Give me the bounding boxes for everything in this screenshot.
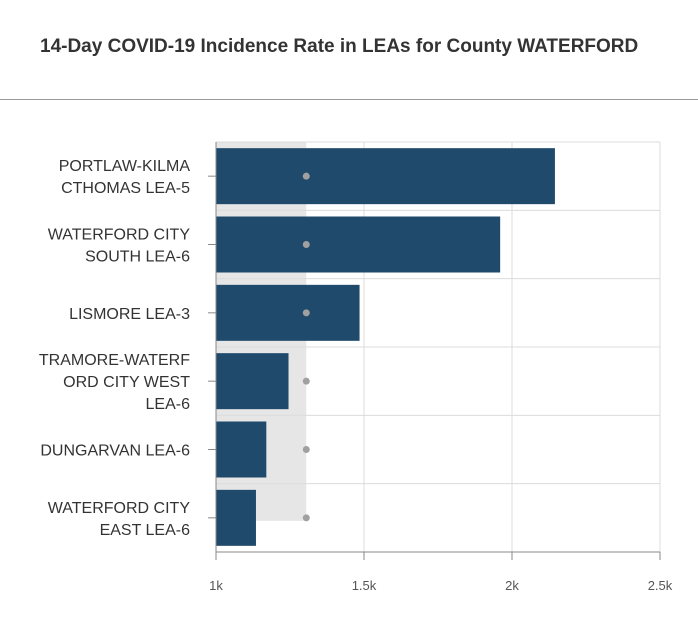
reference-marker-3 — [302, 377, 310, 385]
bar-4 — [216, 421, 267, 478]
bar-chart: PORTLAW-KILMA CTHOMAS LEA-5 WATERFORD CITY… — [39, 141, 673, 593]
category-label-line: LEA-6 — [146, 396, 191, 413]
category-label-line: WATERFORD CITY — [48, 500, 191, 517]
category-label-3: TRAMORE-WATERF ORD CITY WEST LEA-6 — [39, 352, 190, 413]
chart-header: 14-Day COVID-19 Incidence Rate in LEAs f… — [0, 0, 698, 100]
category-label-1: WATERFORD CITY SOUTH LEA-6 — [48, 227, 191, 266]
bar-5 — [216, 489, 256, 546]
category-label-line: TRAMORE-WATERF — [39, 352, 190, 369]
reference-marker-5 — [302, 514, 310, 522]
reference-marker-2 — [302, 309, 310, 317]
category-label-5: WATERFORD CITY EAST LEA-6 — [48, 500, 191, 539]
category-label-line: SOUTH LEA-6 — [85, 249, 190, 266]
category-label-line: DUNGARVAN LEA-6 — [40, 443, 190, 460]
category-label-line: WATERFORD CITY — [48, 227, 191, 244]
category-label-line: PORTLAW-KILMA — [59, 158, 191, 175]
category-label-2: LISMORE LEA-3 — [69, 306, 190, 323]
category-label-line: LISMORE LEA-3 — [69, 306, 190, 323]
category-label-4: DUNGARVAN LEA-6 — [40, 443, 190, 460]
category-label-line: EAST LEA-6 — [100, 522, 191, 539]
reference-marker-0 — [302, 172, 310, 180]
reference-marker-4 — [302, 446, 310, 453]
category-label-0: PORTLAW-KILMA CTHOMAS LEA-5 — [59, 158, 191, 197]
x-tick-label-2: 2k — [505, 578, 519, 593]
bar-2 — [216, 284, 360, 341]
category-label-line: CTHOMAS LEA-5 — [61, 180, 190, 197]
bar-3 — [216, 353, 289, 410]
chart-title: 14-Day COVID-19 Incidence Rate in LEAs f… — [40, 36, 639, 57]
bar-0 — [216, 148, 555, 205]
x-tick-label-3: 2.5k — [648, 578, 673, 593]
category-label-line: ORD CITY WEST — [63, 374, 190, 391]
reference-marker-1 — [302, 241, 310, 248]
x-tick-label-0: 1k — [209, 578, 223, 593]
bar-1 — [216, 216, 501, 273]
x-tick-label-1: 1.5k — [352, 578, 377, 593]
